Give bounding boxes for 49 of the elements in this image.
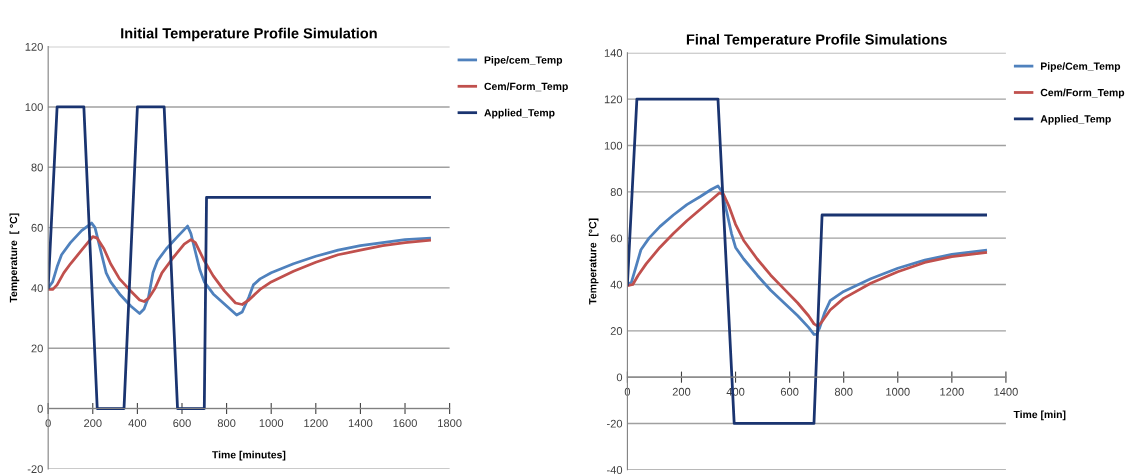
y-tick-label: 20 <box>31 344 43 353</box>
x-tick-label: 1000 <box>259 419 284 428</box>
y-tick-label: 80 <box>31 163 43 172</box>
x-tick-label: 1800 <box>438 419 462 428</box>
y-tick-label: -20 <box>27 465 43 473</box>
y-tick-label: 140 <box>604 49 623 57</box>
x-tick-label: 600 <box>173 419 191 428</box>
x-tick-label: 1000 <box>886 387 910 396</box>
x-tick-label: 1600 <box>393 419 417 428</box>
y-tick-label: 20 <box>610 327 623 335</box>
y-tick-label: 40 <box>610 280 623 289</box>
x-tick-label: 1200 <box>940 387 964 396</box>
x-tick-label: 800 <box>217 419 236 428</box>
y-axis-title: Temperature [°C] <box>588 218 599 305</box>
y-tick-label: 0 <box>37 404 43 413</box>
y-tick-label: 100 <box>25 103 43 112</box>
legend-label: Applied_Temp <box>1040 114 1111 125</box>
x-axis-title: Time [minutes] <box>212 450 286 461</box>
legend-label: Pipe/Cem_Temp <box>1040 62 1121 72</box>
y-tick-label: 0 <box>616 373 623 382</box>
y-tick-label: 40 <box>31 284 43 293</box>
x-axis-title: Time [min] <box>1013 410 1066 421</box>
x-tick-label: 200 <box>672 387 691 396</box>
x-tick-label: 800 <box>834 387 853 396</box>
y-tick-label: 80 <box>610 188 623 196</box>
legend-label: Cem/Form_Temp <box>484 82 568 93</box>
y-axis-title: Temperature [ °C] <box>9 213 20 303</box>
x-tick-label: 1400 <box>348 419 373 428</box>
chart-title: Initial Temperature Profile Simulation <box>121 27 377 42</box>
x-tick-label: 0 <box>45 419 51 428</box>
legend-label: Applied_Temp <box>484 108 555 119</box>
y-tick-label: -20 <box>606 419 623 428</box>
y-tick-label: -40 <box>606 466 623 474</box>
line-series <box>48 221 431 317</box>
y-tick-label: 120 <box>25 42 43 51</box>
y-tick-label: 60 <box>31 223 43 232</box>
legend-label: Pipe/cem_Temp <box>484 56 563 66</box>
line-series <box>48 235 431 306</box>
chart-title: Final Temperature Profile Simulations <box>686 33 947 48</box>
y-tick-label: 100 <box>604 141 623 150</box>
y-tick-label: 60 <box>610 234 623 243</box>
x-tick-label: 600 <box>780 387 799 396</box>
legend-label: Cem/Form_Temp <box>1040 88 1125 99</box>
x-tick-label: 400 <box>128 419 147 428</box>
y-tick-label: 120 <box>604 95 623 104</box>
line-series <box>48 105 431 410</box>
x-tick-label: 1400 <box>994 387 1018 396</box>
x-tick-label: 1200 <box>304 419 328 428</box>
x-tick-label: 200 <box>84 419 102 428</box>
